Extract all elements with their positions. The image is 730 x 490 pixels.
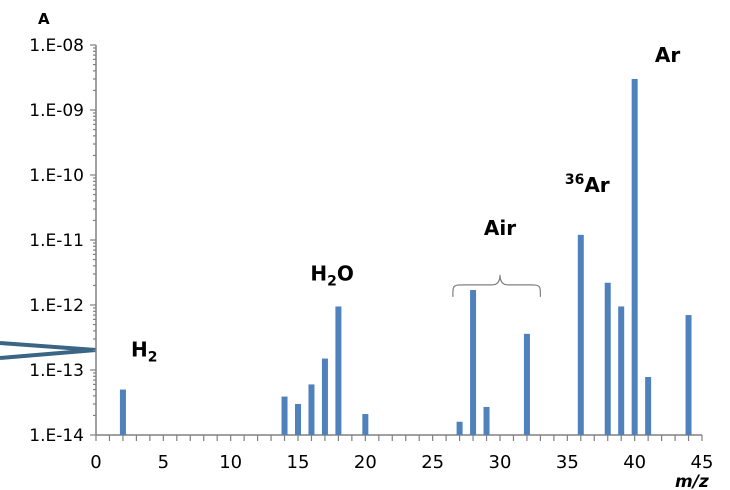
annotation-h2: H2	[131, 338, 158, 366]
y-tick-label: 1.E-13	[29, 361, 84, 381]
bar-mz-29	[483, 406, 490, 435]
bar-mz-16	[308, 384, 315, 435]
bar-mz-39	[618, 306, 625, 435]
annotation-h2-base: H	[131, 338, 148, 362]
x-unit-label: m/z	[675, 472, 709, 490]
x-tick-label: 45	[691, 452, 714, 473]
bar-mz-44	[685, 315, 692, 435]
y-unit-label: A	[38, 10, 50, 28]
y-tick-label: 1.E-09	[29, 101, 84, 121]
annotation-36ar: 36Ar	[565, 172, 610, 197]
x-tick-label: 30	[489, 452, 512, 473]
annotation-36ar-base: Ar	[584, 173, 609, 197]
bar-mz-38	[604, 282, 611, 435]
bar-mz-18	[335, 306, 342, 435]
x-tick-label: 15	[287, 452, 310, 473]
annotation-air: Air	[484, 216, 516, 240]
annotation-36ar-sup: 36	[565, 172, 584, 188]
x-tick-label: 5	[158, 452, 169, 473]
axes	[95, 45, 702, 436]
y-tick-label: 1.E-11	[29, 231, 84, 251]
x-tick-label: 35	[556, 452, 579, 473]
bar-mz-32	[523, 333, 530, 435]
annotation-h2o-sub: 2	[327, 273, 337, 289]
annotation-ar: Ar	[655, 43, 680, 67]
y-ticks: 1.E-14 1.E-13 1.E-12 1.E-11 1.E-10 1.E-09 1.E-…	[29, 36, 96, 446]
bar-mz-20	[362, 414, 369, 435]
x-tick-label: 40	[623, 452, 646, 473]
bars	[119, 78, 692, 435]
x-tick-label: 10	[219, 452, 242, 473]
y-tick-label: 1.E-08	[29, 36, 84, 56]
y-tick-label: 1.E-10	[29, 166, 84, 186]
x-tick-label: 25	[421, 452, 444, 473]
bar-mz-17	[321, 358, 328, 435]
y-tick-label: 1.E-14	[29, 426, 84, 446]
bar-mz-2	[119, 389, 126, 435]
bar-mz-40	[631, 78, 638, 435]
bar-mz-27	[456, 421, 463, 435]
annotation-h2o: H2O	[310, 261, 354, 289]
bar-mz-36	[577, 234, 584, 435]
bar-mz-14	[281, 396, 288, 435]
annotation-h2o-rest: O	[337, 261, 354, 285]
bar-mz-15	[295, 403, 301, 435]
y-tick-label: 1.E-12	[29, 296, 84, 316]
x-tick-label: 0	[90, 452, 101, 473]
bar-mz-28	[470, 290, 477, 435]
x-ticks: 0 5 10 15 20 25 30 35 40 45	[90, 435, 713, 473]
annotation-h2-sub: 2	[148, 350, 158, 366]
bar-mz-41	[645, 377, 652, 435]
annotation-h2o-base: H	[310, 261, 327, 285]
x-tick-label: 20	[354, 452, 377, 473]
pointer-arrow	[0, 341, 97, 360]
air-bracket	[452, 274, 541, 297]
